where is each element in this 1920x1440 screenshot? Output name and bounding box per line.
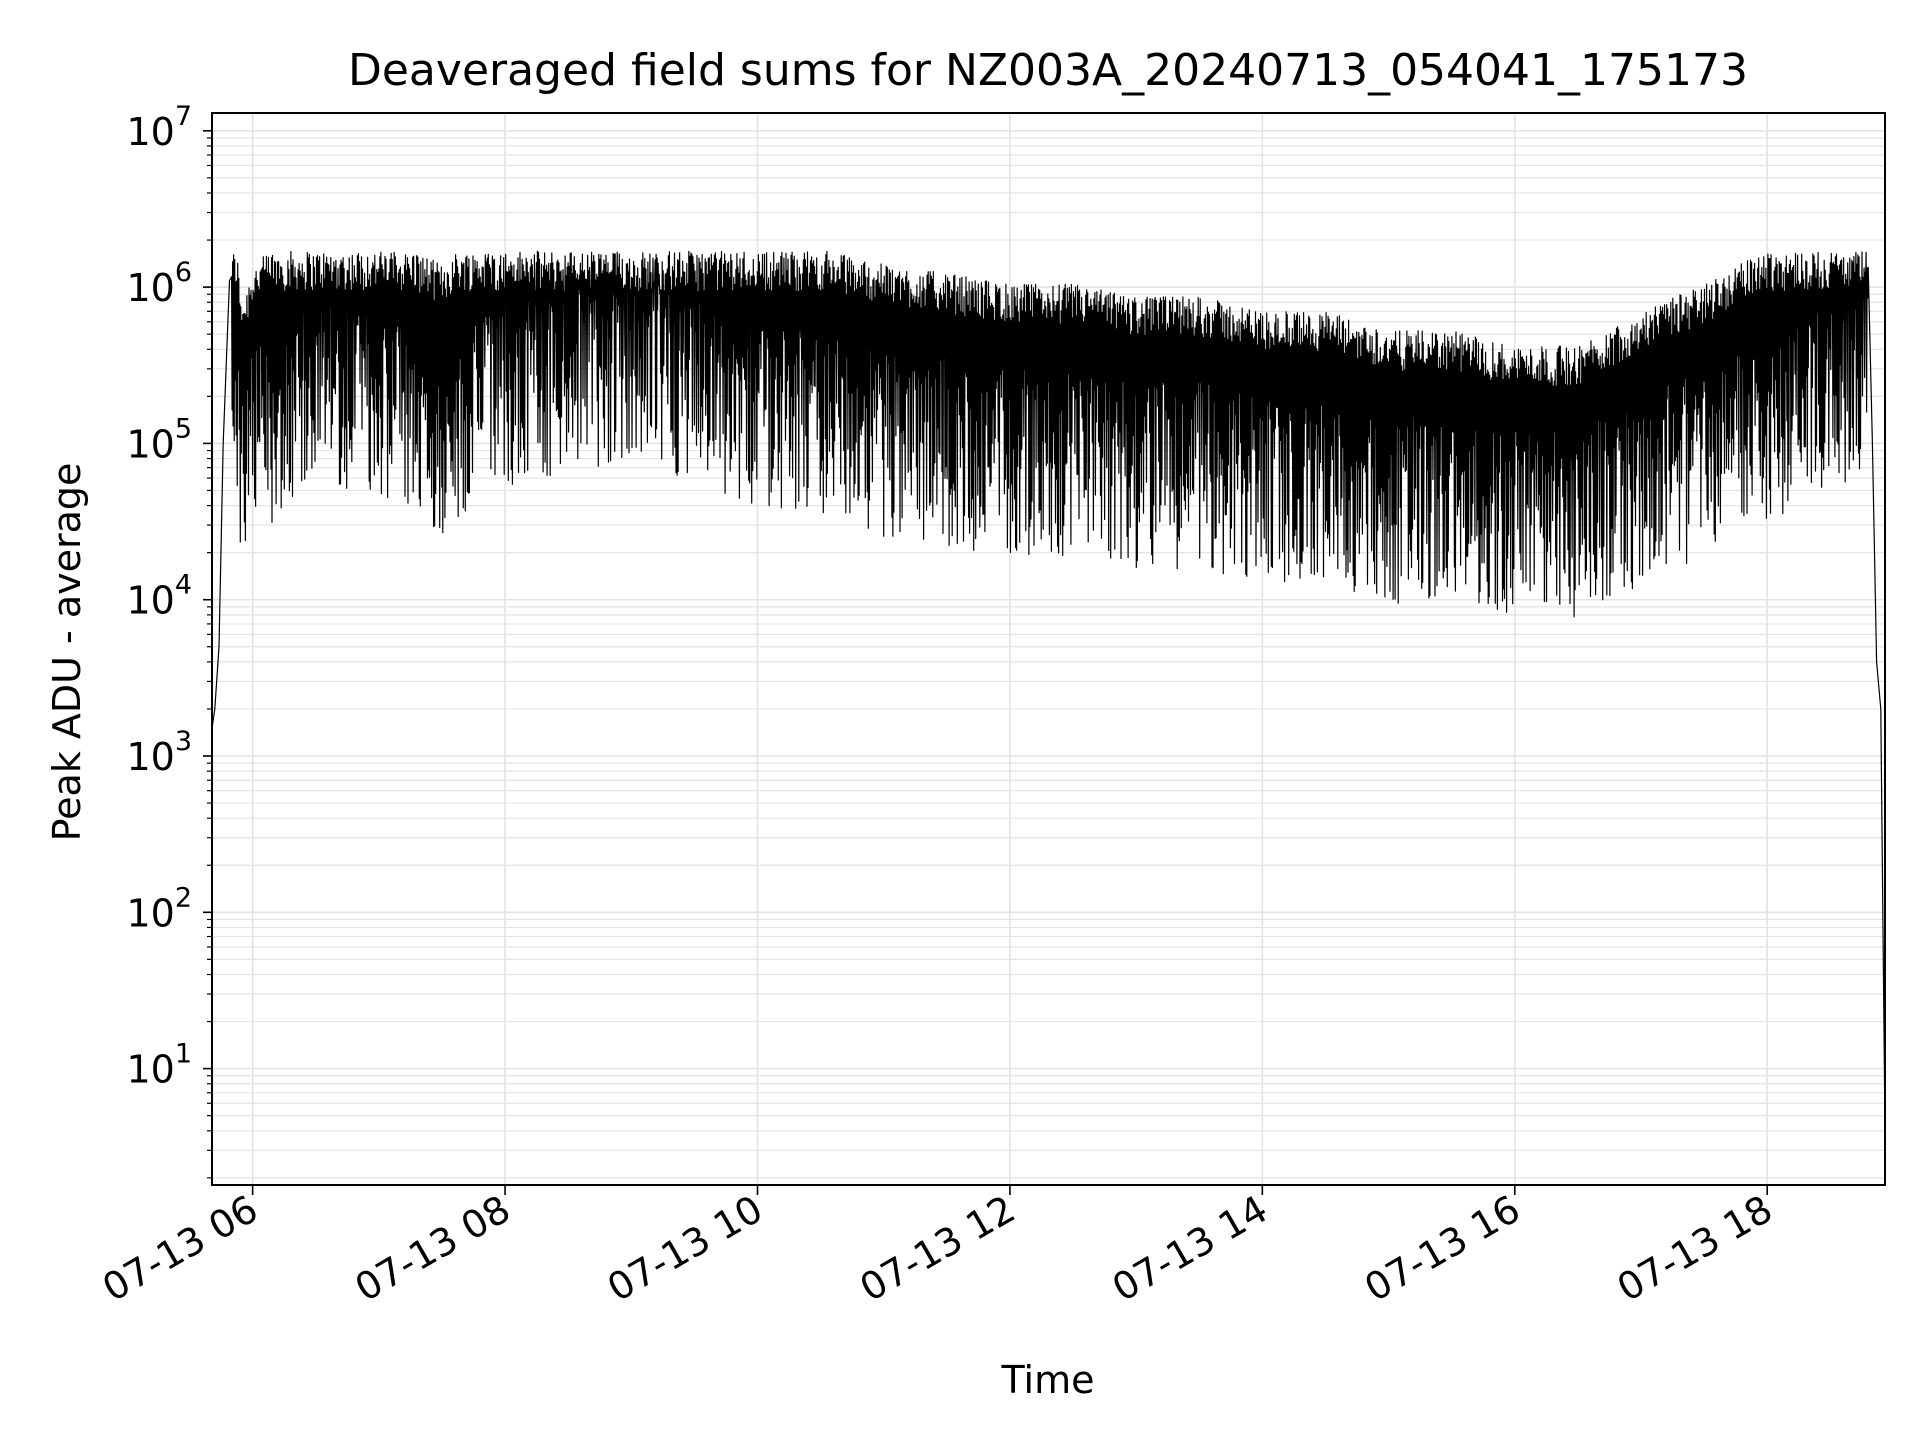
y-tick-exponent: 4: [175, 570, 192, 601]
y-tick-exponent: 1: [175, 1039, 192, 1070]
y-tick-base: 10: [126, 266, 174, 310]
y-tick-base: 10: [126, 735, 174, 779]
series-line: [211, 250, 1886, 1131]
y-tick-label: 104: [126, 570, 192, 623]
y-tick-exponent: 2: [175, 882, 192, 913]
axis-ticks: [203, 130, 1769, 1195]
y-tick-base: 10: [126, 579, 174, 623]
chart-title: Deaveraged field sums for NZ003A_2024071…: [348, 45, 1748, 96]
y-tick-label: 103: [126, 726, 192, 779]
y-tick-label: 101: [126, 1039, 192, 1092]
y-tick-base: 10: [126, 110, 174, 154]
y-tick-exponent: 3: [175, 726, 192, 757]
y-tick-label: 105: [126, 413, 192, 466]
y-tick-base: 10: [126, 1048, 174, 1092]
y-tick-base: 10: [126, 891, 174, 935]
y-tick-exponent: 6: [175, 257, 192, 288]
y-axis-label: Peak ADU - average: [45, 463, 89, 842]
data-series: [211, 250, 1886, 1131]
plot-frame: [211, 112, 1886, 1186]
y-tick-label: 102: [126, 882, 192, 935]
x-axis-label: Time: [1001, 1358, 1095, 1402]
y-tick-label: 107: [126, 101, 192, 154]
y-tick-base: 10: [126, 422, 174, 466]
y-tick-exponent: 5: [175, 413, 192, 444]
y-tick-exponent: 7: [175, 101, 192, 132]
y-tick-label: 106: [126, 257, 192, 310]
